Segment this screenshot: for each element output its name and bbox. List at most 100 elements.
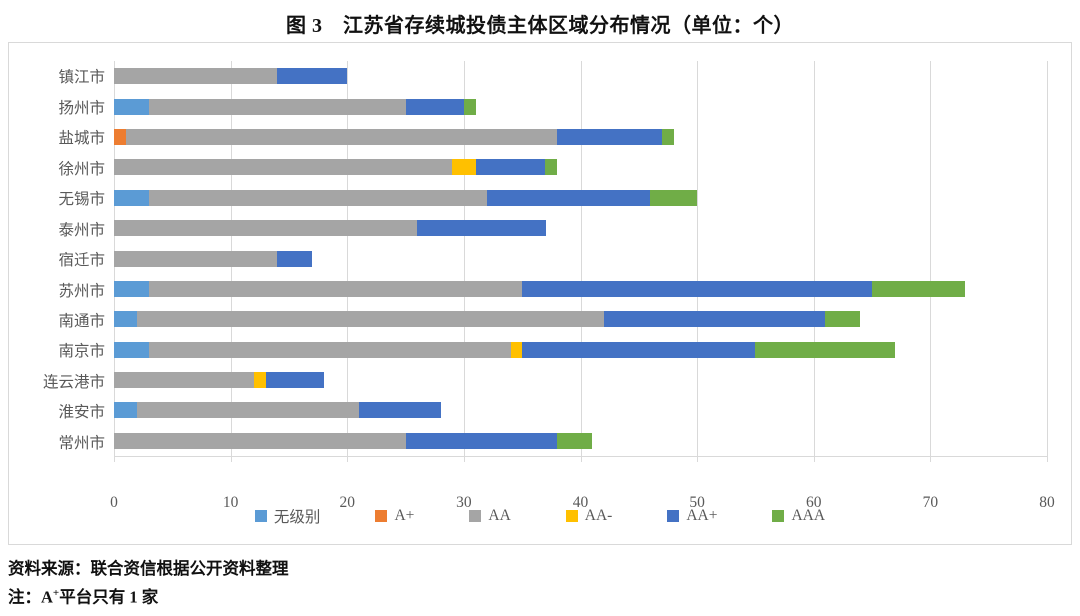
gridline bbox=[463, 61, 465, 462]
legend-label: AA- bbox=[584, 507, 613, 524]
bar-track bbox=[114, 311, 1047, 328]
bar-segment-AA- bbox=[452, 159, 476, 176]
bar-rows bbox=[114, 61, 1047, 456]
legend-label: AAA bbox=[791, 507, 826, 524]
bar-track bbox=[114, 280, 1047, 297]
note-superscript: + bbox=[52, 587, 60, 599]
legend-label: 无级别 bbox=[273, 509, 321, 526]
y-axis-label: 南通市 bbox=[58, 312, 105, 330]
legend-swatch-icon bbox=[772, 510, 785, 522]
bar-segment-A+ bbox=[114, 128, 126, 145]
legend-item-AA: AA bbox=[469, 505, 511, 527]
bar-segment-AA- bbox=[253, 372, 266, 389]
bar-segment-无级别 bbox=[114, 341, 149, 358]
x-tick-label: 40 bbox=[572, 493, 589, 511]
bar-segment-AAA bbox=[872, 280, 966, 297]
note-suffix: 平台只有 1 家 bbox=[59, 587, 159, 607]
y-axis-labels: 镇江市 扬州市 盐城市 徐州市 无锡市 泰州市 宿迁市 苏州市 南通市 南京市 连云港市 淮安市 常州市 bbox=[9, 61, 114, 457]
x-tick-label: 50 bbox=[689, 493, 705, 511]
bar-track bbox=[114, 98, 1047, 115]
legend-item-AA+: AA+ bbox=[667, 505, 717, 527]
bar-track bbox=[114, 372, 1047, 389]
chart-inner: 镇江市 扬州市 盐城市 徐州市 无锡市 泰州市 宿迁市 苏州市 南通市 南京市 连云港市 淮安市 常州市… bbox=[9, 43, 1071, 544]
bar-row bbox=[114, 274, 1047, 304]
bar-track bbox=[114, 189, 1047, 206]
bar-segment-AA bbox=[114, 250, 278, 267]
bar-segment-AA bbox=[137, 402, 359, 419]
bar-row bbox=[114, 365, 1047, 395]
note-line: 注：A+平台只有 1 家 bbox=[8, 581, 289, 610]
bar-segment-AA bbox=[114, 432, 406, 449]
gridline bbox=[580, 61, 582, 462]
bar-segment-无级别 bbox=[114, 280, 149, 297]
bar-segment-AA+ bbox=[405, 432, 558, 449]
bar-row bbox=[114, 243, 1047, 273]
bar-segment-AA+ bbox=[603, 311, 826, 328]
gridline bbox=[930, 61, 932, 462]
bar-segment-AA+ bbox=[417, 220, 546, 237]
legend: 无级别 A+ AA AA- AA+ AAA bbox=[9, 505, 1071, 527]
bar-segment-AA bbox=[148, 189, 488, 206]
figure-title: 图 3 江苏省存续城投债主体区域分布情况（单位：个） bbox=[286, 15, 794, 37]
legend-label: AA bbox=[488, 507, 511, 524]
bar-segment-AA bbox=[148, 341, 511, 358]
legend-item-无级别: 无级别 bbox=[254, 505, 321, 527]
bar-track bbox=[114, 250, 1047, 267]
legend-swatch-icon bbox=[375, 510, 388, 522]
x-tick-label: 30 bbox=[456, 493, 472, 511]
gridline bbox=[347, 61, 349, 462]
bar-segment-AA+ bbox=[487, 189, 651, 206]
legend-item-AAA: AAA bbox=[772, 505, 825, 527]
source-line: 资料来源：联合资信根据公开资料整理 bbox=[8, 559, 289, 578]
bar-segment-AA- bbox=[510, 341, 523, 358]
bar-segment-AAA bbox=[557, 432, 593, 449]
y-axis-label: 扬州市 bbox=[58, 99, 105, 117]
y-axis-label: 淮安市 bbox=[58, 404, 105, 422]
y-axis-label: 无锡市 bbox=[58, 191, 105, 209]
bar-row bbox=[114, 183, 1047, 213]
bar-segment-AA+ bbox=[557, 128, 663, 145]
bar-row bbox=[114, 335, 1047, 365]
x-axis: 0 10 20 30 40 50 60 70 80 bbox=[110, 485, 1055, 517]
bar-segment-无级别 bbox=[114, 311, 138, 328]
bar-segment-AAA bbox=[755, 341, 896, 358]
bar-segment-AA+ bbox=[277, 250, 313, 267]
bar-segment-AA bbox=[114, 159, 453, 176]
bar-track bbox=[114, 68, 1047, 85]
legend-label: AA+ bbox=[686, 507, 718, 524]
y-axis-label: 泰州市 bbox=[58, 221, 105, 239]
bar-segment-AA+ bbox=[522, 341, 756, 358]
bar-segment-AAA bbox=[650, 189, 698, 206]
bar-row bbox=[114, 213, 1047, 243]
bar-segment-AAA bbox=[662, 128, 674, 145]
bar-segment-AA+ bbox=[475, 159, 546, 176]
bar-row bbox=[114, 122, 1047, 152]
bar-segment-AA+ bbox=[405, 98, 464, 115]
legend-swatch-icon bbox=[565, 510, 578, 522]
y-axis-label: 常州市 bbox=[58, 434, 105, 452]
bar-segment-AAA bbox=[463, 98, 476, 115]
y-axis-label: 宿迁市 bbox=[58, 252, 105, 270]
bar-segment-AA bbox=[148, 280, 523, 297]
note-prefix: 注：A bbox=[8, 587, 53, 607]
x-tick-label: 60 bbox=[806, 493, 822, 511]
bar-segment-无级别 bbox=[114, 98, 149, 115]
bar-segment-AA+ bbox=[277, 68, 348, 85]
bar-track bbox=[114, 220, 1047, 237]
plot-area bbox=[114, 61, 1048, 462]
bar-segment-AA bbox=[114, 372, 254, 389]
bar-row bbox=[114, 152, 1047, 182]
legend-swatch-icon bbox=[469, 510, 482, 522]
x-tick-label: 20 bbox=[339, 493, 356, 511]
bar-segment-AA+ bbox=[265, 372, 324, 389]
footer: 资料来源：联合资信根据公开资料整理 注：A+平台只有 1 家 bbox=[8, 556, 289, 610]
bar-segment-AAA bbox=[545, 159, 558, 176]
bar-track bbox=[114, 432, 1047, 449]
bar-segment-AA bbox=[125, 128, 558, 145]
bar-segment-AA bbox=[114, 68, 278, 85]
y-axis-label: 徐州市 bbox=[58, 160, 105, 178]
bar-track bbox=[114, 159, 1047, 176]
bar-row bbox=[114, 426, 1047, 456]
legend-label: A+ bbox=[394, 507, 415, 524]
bar-segment-AA+ bbox=[522, 280, 873, 297]
